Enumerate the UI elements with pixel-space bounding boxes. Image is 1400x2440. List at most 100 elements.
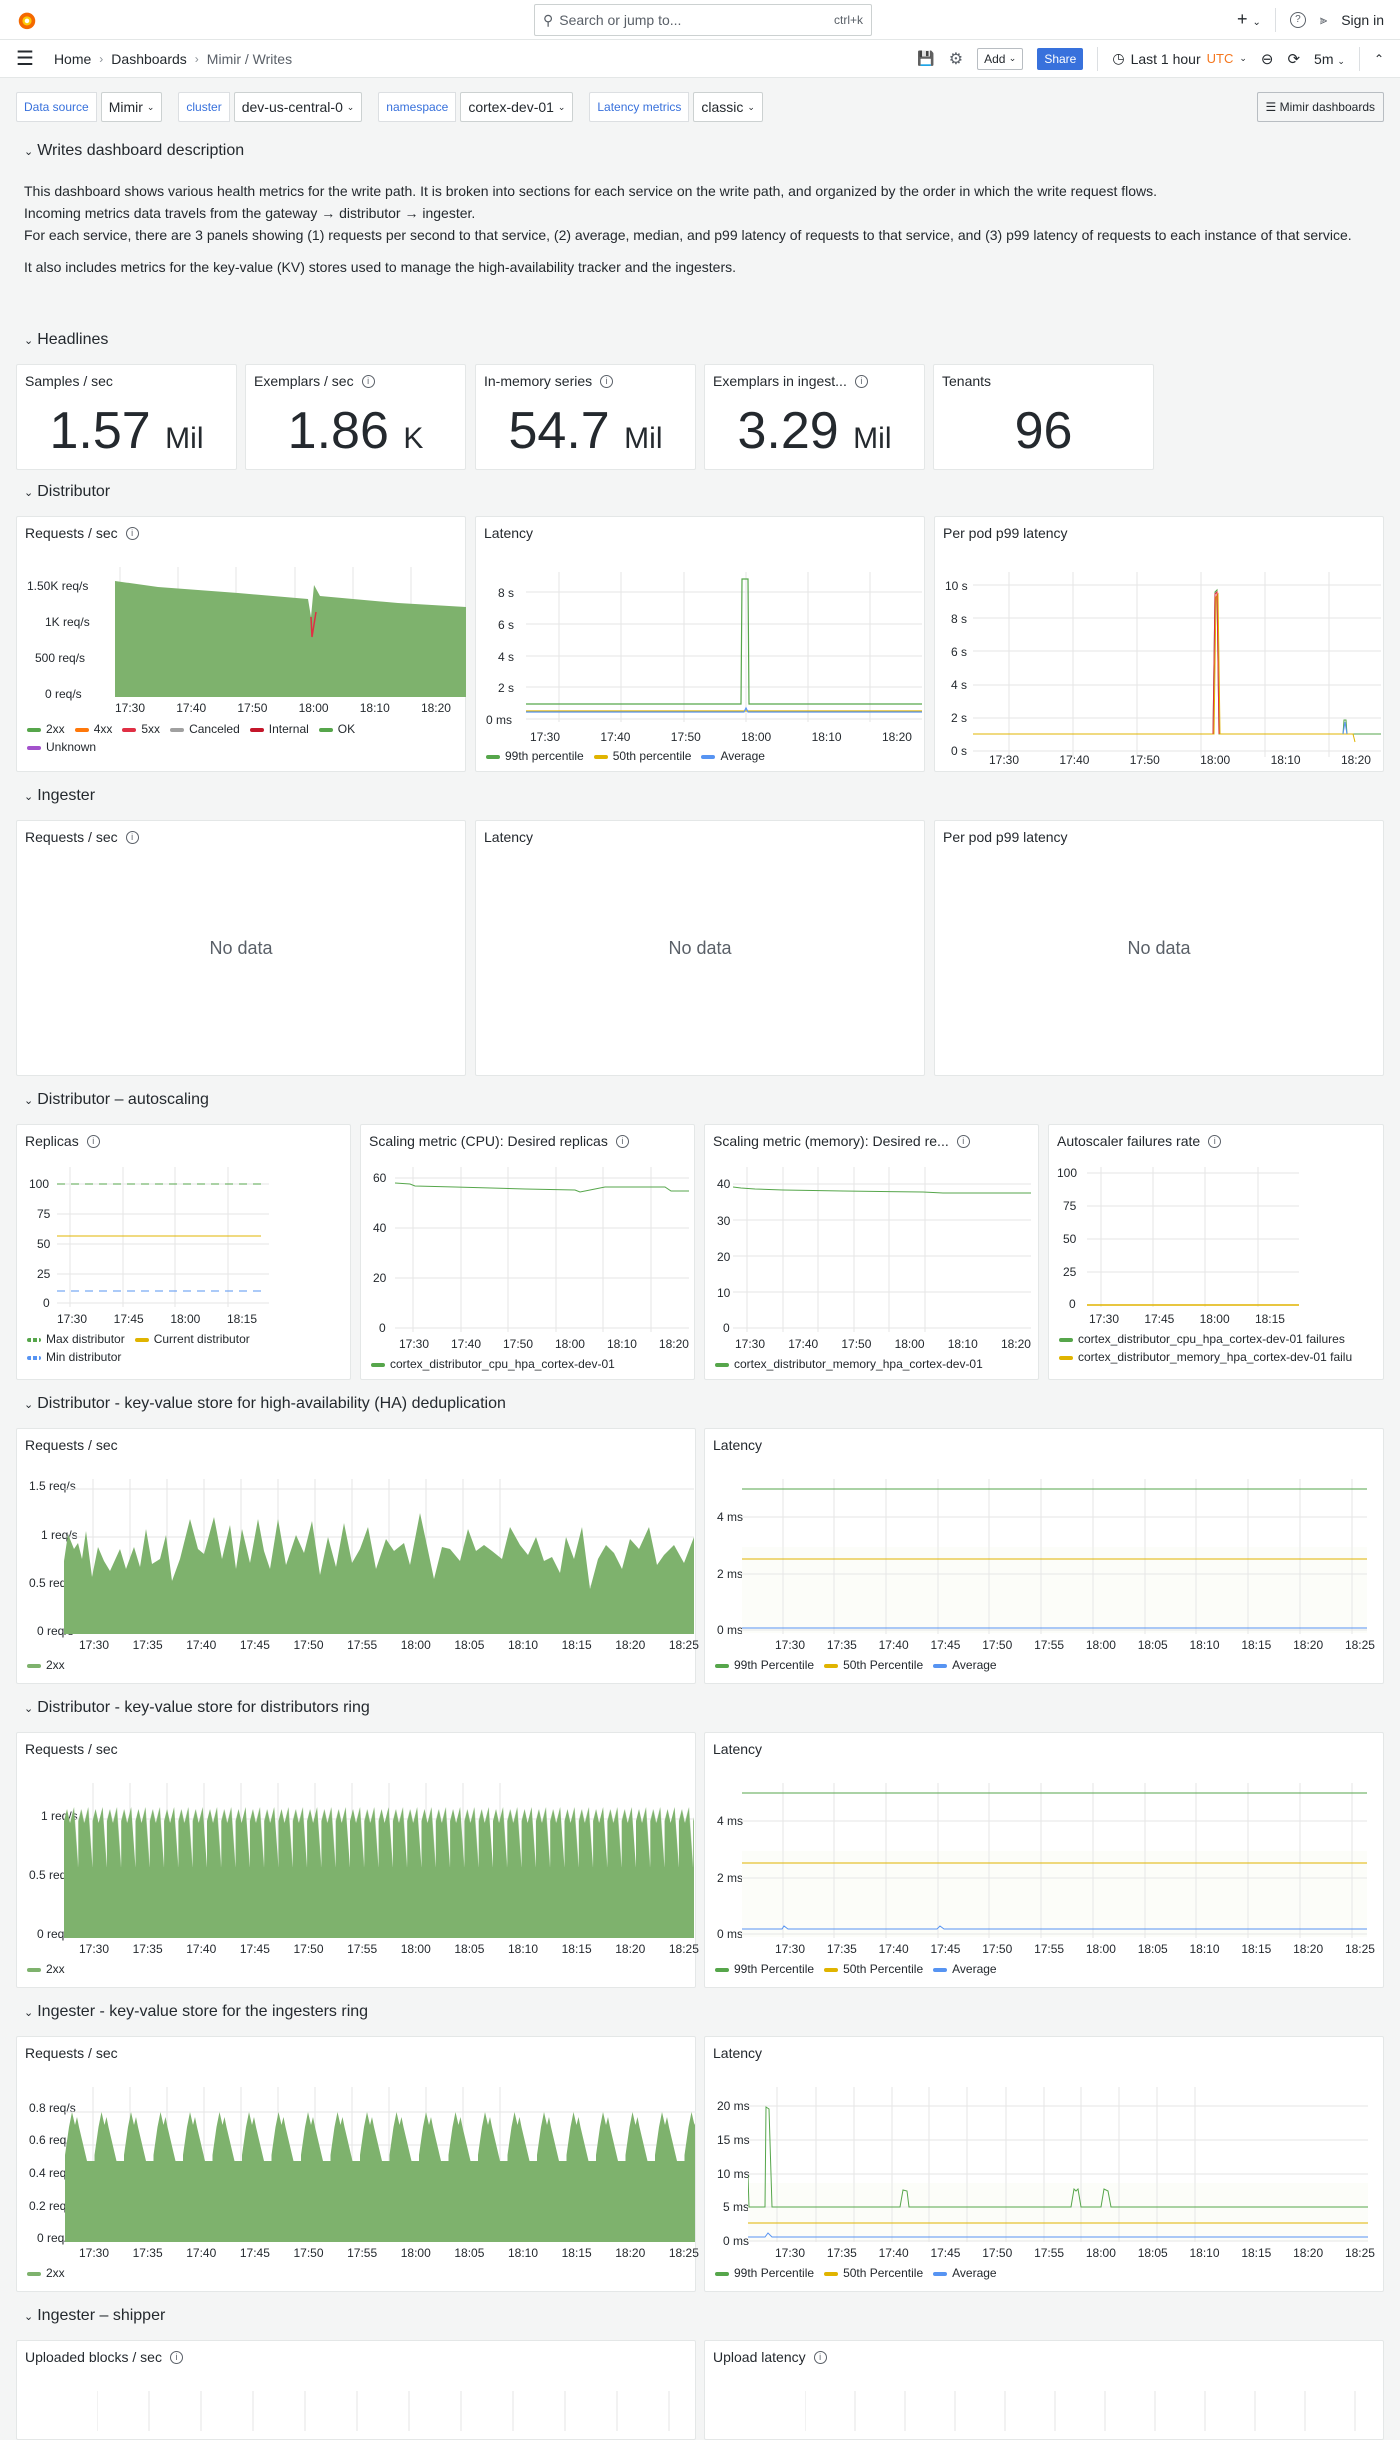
new-menu-button[interactable]: + ⌄ <box>1236 9 1261 29</box>
row-headlines[interactable]: ⌄ Headlines <box>24 331 109 348</box>
panel-scaling-memory[interactable]: Scaling metric (memory): Desired re... i … <box>704 1124 1039 1380</box>
menu-icon[interactable]: ☰ <box>16 48 34 70</box>
row-ha-dedup[interactable]: ⌄ Distributor - key-value store for high-… <box>24 1395 506 1412</box>
panel-ingring-latency[interactable]: Latency 20 ms 15 ms 10 ms 5 ms 0 ms 17:3… <box>704 2036 1384 2292</box>
panel-distributor-per-pod-latency[interactable]: Per pod p99 latency 10 s 8 s 6 s 4 s 2 s… <box>934 516 1384 772</box>
panel-distributor-latency[interactable]: Latency 8 s 6 s 4 s 2 s 0 ms 17:30 17:40 1… <box>475 516 925 772</box>
legend-item[interactable]: 99th Percentile <box>715 2266 814 2280</box>
var-label-latency-metrics: Latency metrics <box>589 92 690 122</box>
breadcrumb-dashboards[interactable]: Dashboards <box>111 50 187 67</box>
var-select-namespace[interactable]: cortex-dev-01 ⌄ <box>460 92 574 122</box>
legend-item[interactable]: Current distributor <box>134 1332 250 1346</box>
legend-item[interactable]: 5xx <box>122 722 160 736</box>
legend-item[interactable]: Canceled <box>170 722 240 736</box>
panel-upload-latency[interactable]: Upload latency i <box>704 2340 1384 2440</box>
legend-item[interactable]: 2xx <box>27 1658 65 1672</box>
legend-item[interactable]: 50th percentile <box>593 749 691 763</box>
info-icon[interactable]: i <box>361 374 375 388</box>
row-distributor[interactable]: ⌄ Distributor <box>24 483 111 500</box>
legend-item[interactable]: 99th Percentile <box>715 1658 814 1672</box>
legend-item[interactable]: Max distributor <box>27 1332 125 1346</box>
legend: cortex_distributor_cpu_hpa_cortex-dev-01… <box>1059 1332 1383 1364</box>
panel-ingring-requests[interactable]: Requests / sec 0.8 req/s 0.6 req/s 0.4 r… <box>16 2036 699 2292</box>
panel-distring-latency[interactable]: Latency 4 ms 2 ms 0 ms 17:30 17:35 17:40 17… <box>704 1732 1384 1988</box>
info-icon[interactable]: i <box>125 526 139 540</box>
legend-item[interactable]: 2xx <box>27 1962 65 1976</box>
panel-scaling-cpu[interactable]: Scaling metric (CPU): Desired replicas i … <box>360 1124 695 1380</box>
legend-item[interactable]: cortex_distributor_memory_hpa_cortex-dev… <box>1059 1350 1383 1364</box>
stat-panel-samples[interactable]: Samples / sec 1.57 Mil <box>16 364 237 470</box>
legend-item[interactable]: Internal <box>249 722 309 736</box>
legend-item[interactable]: 99th Percentile <box>715 1962 814 1976</box>
info-icon[interactable]: i <box>854 374 868 388</box>
panel-distring-requests[interactable]: Requests / sec 1 req/s 0.5 req/s 0 req/s… <box>16 1732 699 1988</box>
legend-item[interactable]: cortex_distributor_memory_hpa_cortex-dev… <box>715 1357 983 1371</box>
panel-autoscaler-failures[interactable]: Autoscaler failures rate i 100 75 50 25 0… <box>1048 1124 1384 1380</box>
info-icon[interactable]: i <box>600 374 614 388</box>
legend-item[interactable]: Average <box>933 1658 997 1672</box>
stat-panel-exemplars[interactable]: Exemplars / sec i 1.86 K <box>245 364 466 470</box>
legend-item[interactable]: Unknown <box>27 740 457 754</box>
sign-in-link[interactable]: Sign in <box>1341 11 1384 28</box>
mimir-dashboards-button[interactable]: ☰ Mimir dashboards <box>1256 92 1384 122</box>
refresh-interval-picker[interactable]: 5m ⌄ <box>1314 50 1345 67</box>
zoom-out-icon[interactable]: ⊖ <box>1260 50 1274 68</box>
panel-ingester-latency[interactable]: Latency No data <box>475 820 925 1076</box>
legend-item[interactable]: 50th Percentile <box>824 2266 923 2280</box>
legend: 99th percentile 50th percentile Average <box>486 749 765 763</box>
rss-icon[interactable]: ⫸ <box>1319 11 1328 27</box>
row-ingester[interactable]: ⌄ Ingester <box>24 787 96 804</box>
stat-panel-tenants[interactable]: Tenants 96 <box>933 364 1154 470</box>
add-button[interactable]: Add ⌄ <box>977 47 1024 70</box>
collapse-icon[interactable]: ⌃ <box>1373 51 1384 66</box>
info-icon[interactable]: i <box>86 1134 100 1148</box>
panel-ingester-per-pod-latency[interactable]: Per pod p99 latency No data <box>934 820 1384 1076</box>
share-button[interactable]: Share <box>1037 47 1084 70</box>
legend-item[interactable]: 4xx <box>74 722 112 736</box>
grafana-logo-icon[interactable] <box>16 9 38 31</box>
legend-item[interactable]: Average <box>701 749 765 763</box>
panel-ha-requests[interactable]: Requests / sec 1.5 req/s 1 req/s 0.5 req… <box>16 1428 699 1684</box>
info-icon[interactable]: i <box>813 2350 827 2364</box>
refresh-icon[interactable]: ⟳ <box>1287 50 1301 68</box>
row-writes-description[interactable]: ⌄ Writes dashboard description <box>24 142 245 159</box>
help-icon[interactable]: ? <box>1289 11 1306 28</box>
search-input[interactable]: ⚲ Search or jump to... ctrl+k <box>534 4 872 36</box>
save-icon[interactable]: 💾 <box>917 50 935 66</box>
legend-item[interactable]: 50th Percentile <box>824 1962 923 1976</box>
panel-uploaded-blocks[interactable]: Uploaded blocks / sec i <box>16 2340 696 2440</box>
legend-item[interactable]: Average <box>933 1962 997 1976</box>
stat-panel-exemplars-in-ingesters[interactable]: Exemplars in ingest... i 3.29 Mil <box>704 364 925 470</box>
legend-item[interactable]: cortex_distributor_cpu_hpa_cortex-dev-01 <box>371 1357 615 1371</box>
legend-item[interactable]: 2xx <box>27 2266 65 2280</box>
breadcrumb-home[interactable]: Home <box>53 50 92 67</box>
panel-distributor-requests[interactable]: Requests / sec i 1.50K req/s 1K req/s 500… <box>16 516 466 772</box>
legend-item[interactable]: Min distributor <box>27 1350 327 1364</box>
info-icon[interactable]: i <box>1208 1134 1222 1148</box>
info-icon[interactable]: i <box>169 2350 183 2364</box>
info-icon[interactable]: i <box>125 830 139 844</box>
row-ingester-shipper[interactable]: ⌄ Ingester – shipper <box>24 2307 166 2324</box>
info-icon[interactable]: i <box>615 1134 629 1148</box>
row-distributors-ring[interactable]: ⌄ Distributor - key-value store for distr… <box>24 1699 370 1716</box>
legend-item[interactable]: OK <box>318 722 355 736</box>
legend-item[interactable]: cortex_distributor_cpu_hpa_cortex-dev-01… <box>1059 1332 1383 1346</box>
var-select-cluster[interactable]: dev-us-central-0 ⌄ <box>233 92 363 122</box>
row-ingesters-ring[interactable]: ⌄ Ingester - key-value store for the inge… <box>24 2003 369 2020</box>
panel-ingester-requests[interactable]: Requests / sec i No data <box>16 820 466 1076</box>
time-range-picker[interactable]: ◷ Last 1 hour UTC ⌄ <box>1112 50 1247 67</box>
info-icon[interactable]: i <box>956 1134 970 1148</box>
panel-replicas[interactable]: Replicas i 100 75 50 25 0 17:30 17:45 18:00… <box>16 1124 351 1380</box>
legend-item[interactable]: Average <box>933 2266 997 2280</box>
gear-icon[interactable]: ⚙ <box>948 50 964 68</box>
stat-panel-in-memory-series[interactable]: In-memory series i 54.7 Mil <box>475 364 696 470</box>
panel-ha-latency[interactable]: Latency 4 ms 2 ms 0 ms 17:30 17:35 17:40 17… <box>704 1428 1384 1684</box>
legend-item[interactable]: 50th Percentile <box>824 1658 923 1672</box>
legend-item[interactable]: 99th percentile <box>486 749 584 763</box>
var-select-datasource[interactable]: Mimir ⌄ <box>100 92 163 122</box>
uploaded-blocks-chart <box>97 2391 670 2431</box>
row-distributor-autoscaling[interactable]: ⌄ Distributor – autoscaling <box>24 1091 209 1108</box>
var-select-latency-metrics[interactable]: classic ⌄ <box>693 92 763 122</box>
ingring-latency-chart <box>748 2087 1368 2242</box>
legend-item[interactable]: 2xx <box>27 722 65 736</box>
